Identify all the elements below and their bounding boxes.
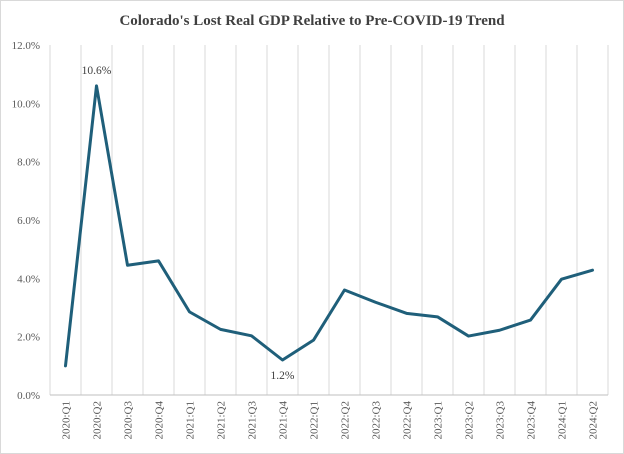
y-axis: 0.0% 2.0% 4.0% 6.0% 8.0% 10.0% 12.0% (12, 40, 40, 402)
chart-title: Colorado's Lost Real GDP Relative to Pre… (119, 13, 505, 29)
x-tick-label: 2020:Q4 (154, 401, 166, 440)
x-tick-label: 2021:Q1 (185, 401, 197, 440)
x-tick-label: 2023:Q1 (433, 401, 445, 440)
x-axis: 2020:Q1 2020:Q2 2020:Q3 2020:Q4 2021:Q1 2021:… (61, 401, 600, 440)
x-tick-label: 2024:Q2 (588, 401, 600, 440)
y-tick-label: 4.0% (17, 273, 40, 285)
y-tick-label: 8.0% (17, 157, 40, 169)
x-tick-label: 2021:Q4 (278, 401, 290, 440)
x-tick-label: 2021:Q3 (247, 401, 259, 440)
y-tick-label: 12.0% (12, 40, 40, 52)
annotations: 10.6% 1.2% (82, 65, 295, 382)
data-label: 1.2% (271, 370, 295, 382)
x-tick-label: 2023:Q2 (464, 401, 476, 440)
x-tick-label: 2022:Q4 (402, 401, 414, 440)
x-tick-label: 2022:Q3 (371, 401, 383, 440)
series-line (64, 84, 594, 368)
y-tick-label: 2.0% (17, 332, 40, 344)
y-tick-label: 0.0% (17, 390, 40, 402)
series (64, 84, 594, 368)
x-tick-label: 2024:Q1 (557, 401, 569, 440)
grid (49, 45, 609, 396)
data-label: 10.6% (82, 65, 112, 77)
x-tick-label: 2022:Q1 (309, 401, 321, 440)
x-tick-label: 2023:Q4 (526, 401, 538, 440)
x-tick-label: 2023:Q3 (495, 401, 507, 440)
x-tick-label: 2021:Q2 (216, 401, 228, 440)
y-tick-label: 10.0% (12, 98, 40, 110)
x-tick-label: 2020:Q1 (61, 401, 73, 440)
x-tick-label: 2022:Q2 (340, 401, 352, 440)
y-tick-label: 6.0% (17, 215, 40, 227)
x-tick-label: 2020:Q2 (92, 401, 104, 440)
x-tick-label: 2020:Q3 (123, 401, 135, 440)
